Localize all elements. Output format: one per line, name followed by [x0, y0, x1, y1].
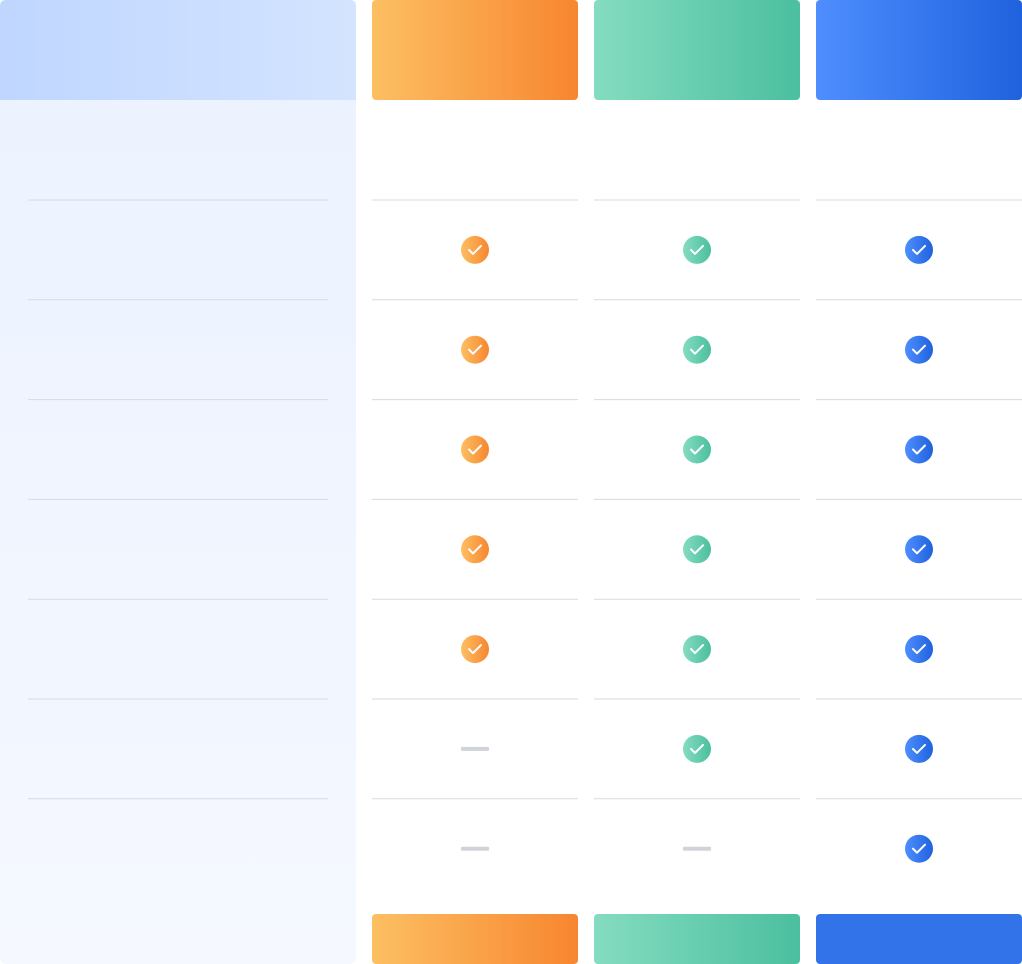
check-mark: [468, 644, 482, 655]
check-mark: [912, 644, 926, 655]
plan-header: [816, 0, 1022, 100]
check-mark: [912, 344, 926, 355]
check-icon: [905, 535, 933, 564]
check-icon: [461, 535, 489, 564]
dash-icon: [461, 846, 489, 851]
check-mark: [690, 644, 704, 655]
check-icon: [905, 734, 933, 763]
check-icon: [905, 635, 933, 664]
dash-icon: [683, 846, 711, 851]
check-mark: [690, 444, 704, 455]
check-mark: [468, 244, 482, 255]
check-icon: [683, 535, 711, 564]
check-circle: [905, 535, 933, 564]
check-mark: [912, 444, 926, 455]
plan-button[interactable]: [372, 914, 578, 964]
check-circle: [683, 335, 711, 364]
check-mark: [468, 544, 482, 555]
feature-column-header: [0, 0, 356, 100]
check-mark: [912, 544, 926, 555]
check-circle: [905, 435, 933, 464]
check-circle: [461, 235, 489, 264]
check-icon: [905, 834, 933, 863]
check-icon: [905, 235, 933, 264]
check-circle: [683, 635, 711, 664]
check-circle: [461, 335, 489, 364]
check-circle: [905, 834, 933, 863]
check-mark: [690, 743, 704, 754]
check-circle: [683, 734, 711, 763]
check-mark: [468, 344, 482, 355]
check-circle: [461, 535, 489, 564]
check-mark: [912, 843, 926, 854]
check-icon: [905, 435, 933, 464]
check-icon: [461, 635, 489, 664]
check-mark: [690, 344, 704, 355]
check-mark: [468, 444, 482, 455]
check-icon: [461, 235, 489, 264]
feature-column: [0, 0, 356, 964]
check-mark: [690, 244, 704, 255]
check-icon: [683, 734, 711, 763]
plan-header: [594, 0, 800, 100]
check-circle: [905, 235, 933, 264]
check-icon: [683, 335, 711, 364]
check-mark: [912, 743, 926, 754]
check-mark: [690, 544, 704, 555]
check-icon: [905, 335, 933, 364]
check-circle: [461, 635, 489, 664]
check-circle: [683, 235, 711, 264]
check-icon: [683, 435, 711, 464]
plan-header: [372, 0, 578, 100]
check-circle: [905, 335, 933, 364]
plan-button[interactable]: [816, 914, 1022, 964]
dash-icon: [461, 746, 489, 751]
check-circle: [905, 734, 933, 763]
plan-button[interactable]: [594, 914, 800, 964]
check-icon: [683, 235, 711, 264]
check-icon: [461, 435, 489, 464]
check-circle: [683, 535, 711, 564]
check-icon: [683, 635, 711, 664]
check-circle: [683, 435, 711, 464]
check-circle: [461, 435, 489, 464]
check-circle: [905, 635, 933, 664]
check-mark: [912, 244, 926, 255]
check-icon: [461, 335, 489, 364]
